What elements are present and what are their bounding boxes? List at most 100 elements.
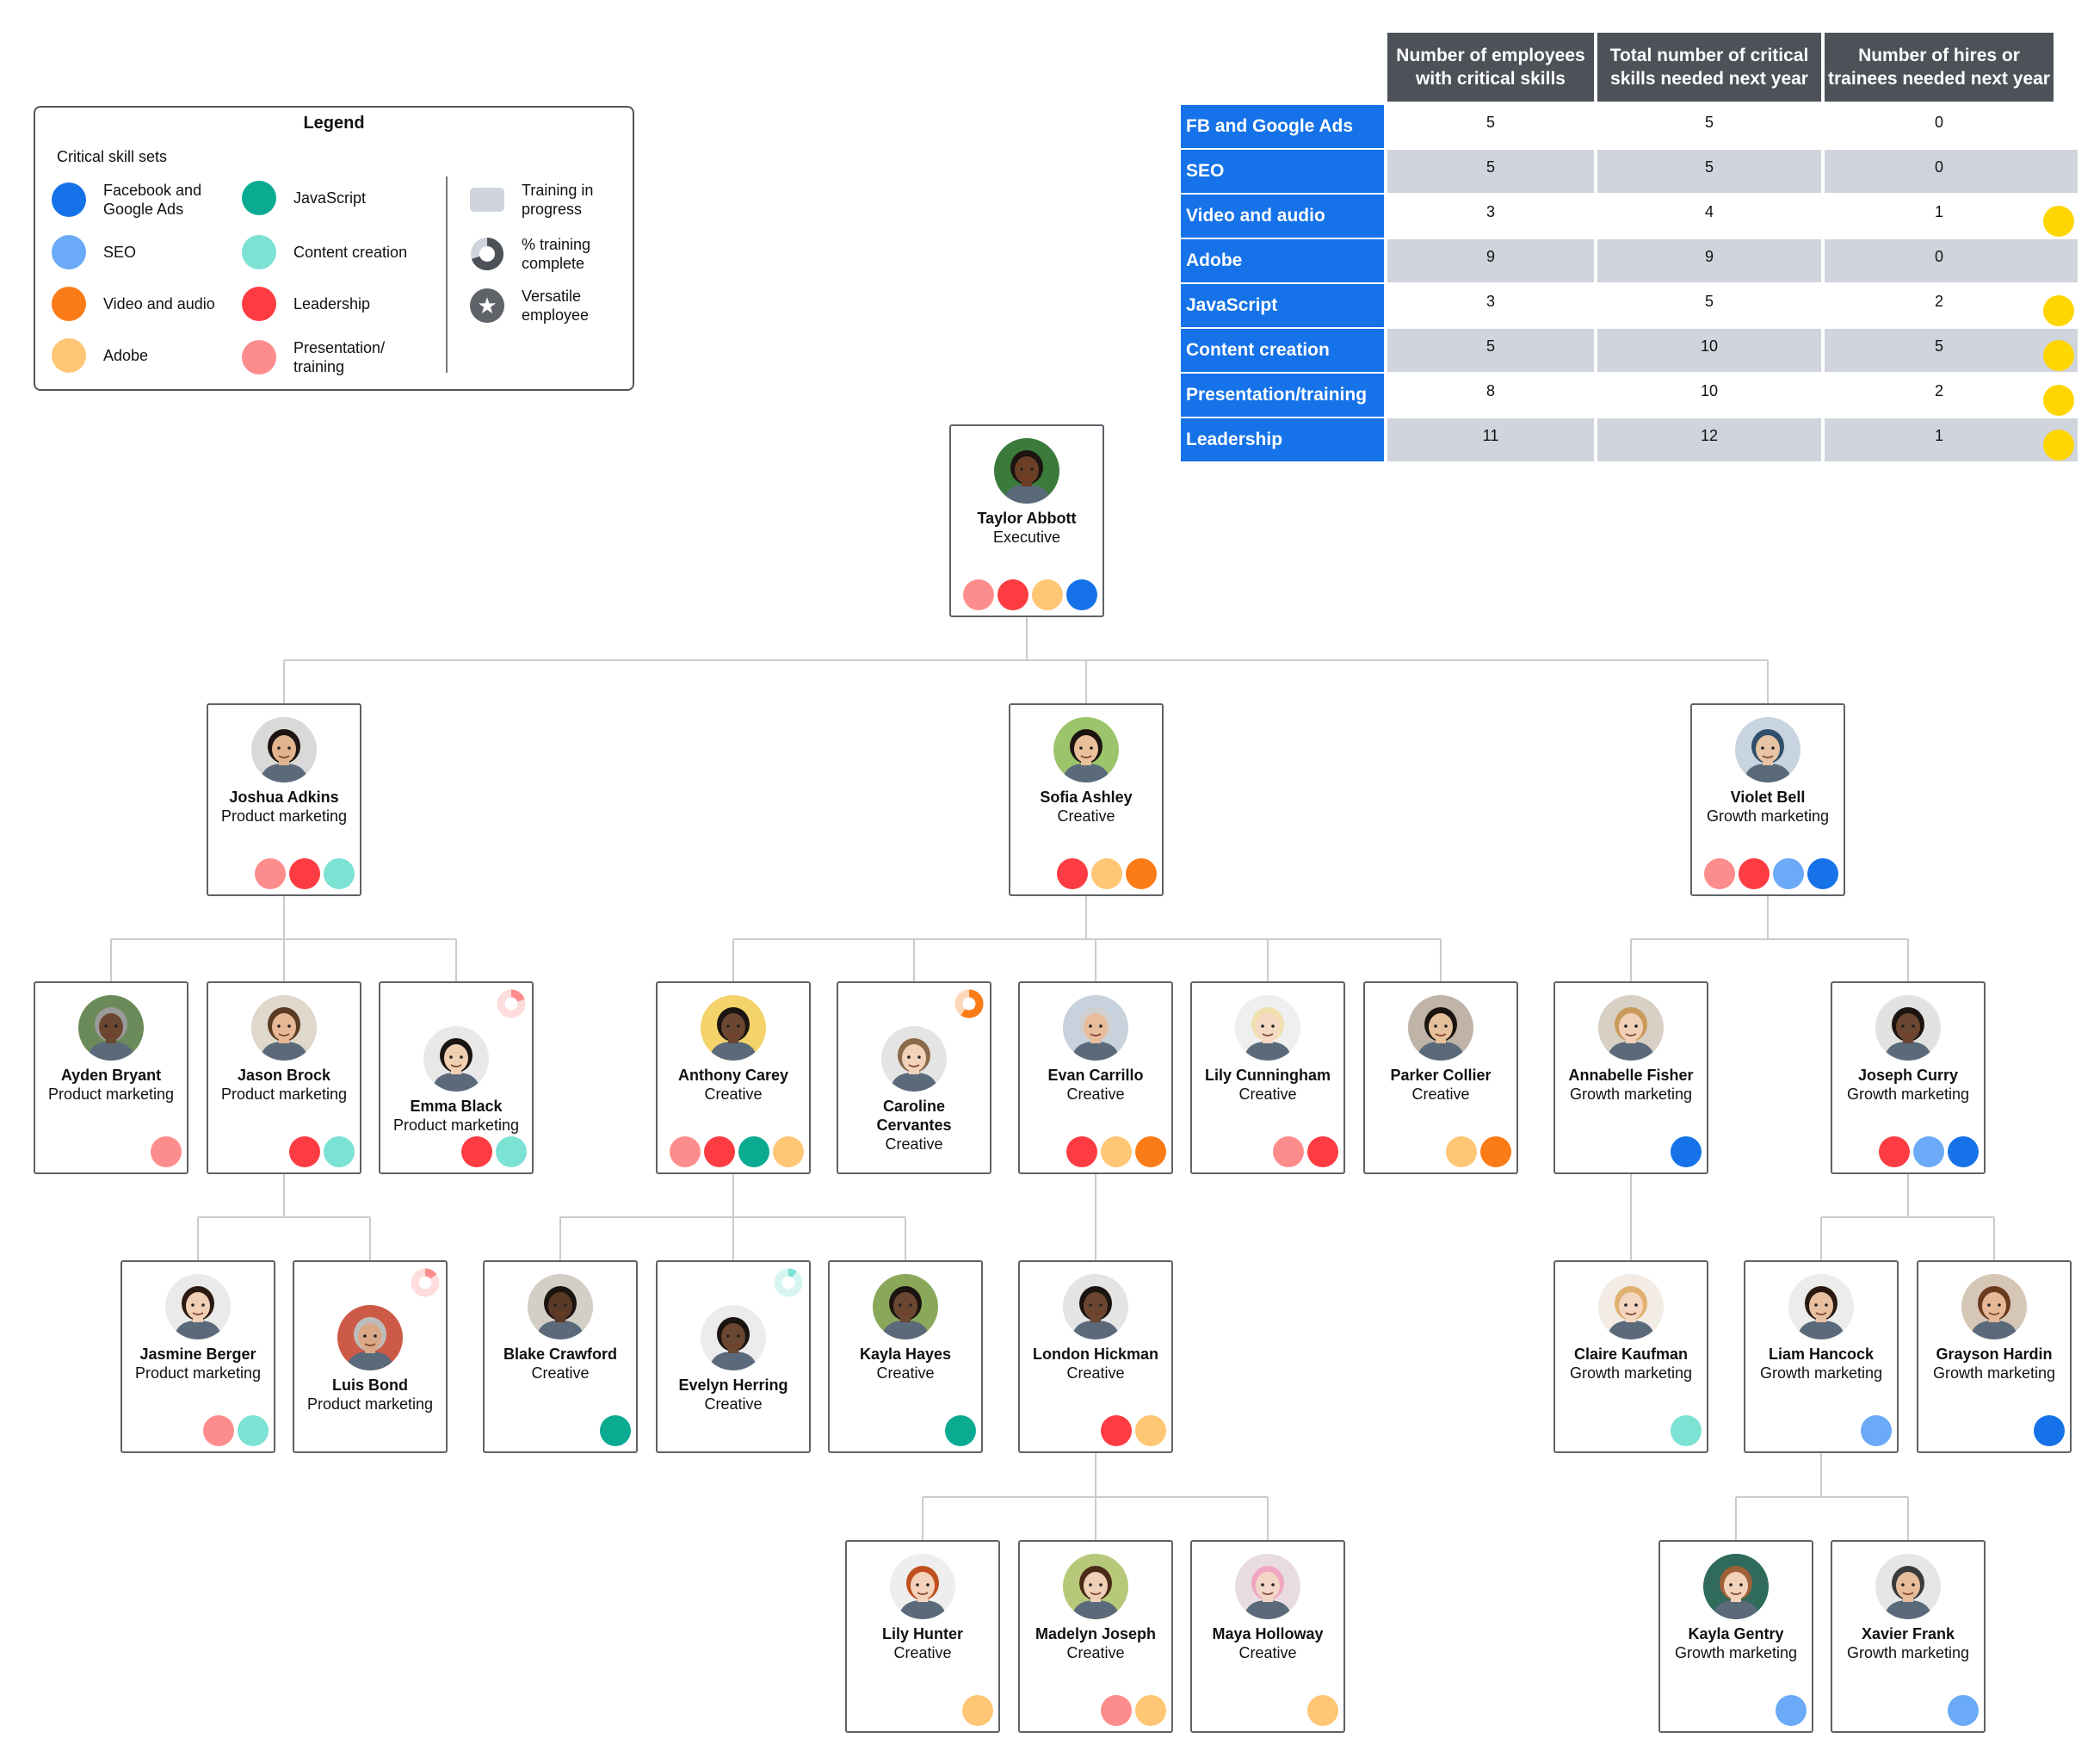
employee-card-kaylag[interactable]: Kayla Gentry Growth marketing: [1658, 1540, 1813, 1733]
employee-card-annabelle[interactable]: Annabelle Fisher Growth marketing: [1553, 981, 1708, 1174]
table-cell-employees: 9: [1387, 239, 1594, 282]
table-cell-needed: 10: [1597, 374, 1821, 417]
table-cell-employees: 5: [1387, 105, 1594, 148]
skill-dot-video: [1126, 858, 1157, 889]
employee-card-kaylah[interactable]: Kayla Hayes Creative: [828, 1260, 983, 1453]
employee-card-evelyn[interactable]: Evelyn Herring Creative: [656, 1260, 811, 1453]
skill-swatch-javascript: [242, 181, 276, 215]
employee-card-lily[interactable]: Lily Cunningham Creative: [1190, 981, 1345, 1174]
employee-card-grayson[interactable]: Grayson Hardin Growth marketing: [1917, 1260, 2072, 1453]
skill-dot-seo: [1773, 858, 1804, 889]
employee-card-luis[interactable]: Luis Bond Product marketing: [293, 1260, 448, 1453]
table-row-label: Adobe: [1181, 239, 1384, 282]
employee-name: Jasmine Berger: [139, 1345, 256, 1363]
connector-london: [922, 1453, 1269, 1540]
legend-skill-content: Content creation: [242, 235, 407, 269]
skill-dots: [458, 1136, 527, 1167]
legend-skill-label: Adobe: [103, 347, 149, 364]
skill-dots: [200, 1415, 269, 1446]
employee-name: Kayla Hayes: [859, 1345, 952, 1363]
table-cell-hires: 0: [1825, 105, 2078, 148]
connector-violet: [1630, 896, 1909, 981]
employee-card-london[interactable]: London Hickman Creative: [1018, 1260, 1173, 1453]
employee-card-violet[interactable]: Violet Bell Growth marketing: [1690, 703, 1845, 896]
employee-card-parker[interactable]: Parker Collier Creative: [1363, 981, 1518, 1174]
hire-needed-flag: [2043, 295, 2074, 326]
skill-swatch-leadership: [242, 287, 276, 321]
employee-name: Joseph Curry: [1857, 1067, 1959, 1084]
employee-card-jason[interactable]: Jason Brock Product marketing: [207, 981, 361, 1174]
connector-liam: [1735, 1453, 1909, 1540]
table-cell-needed: 4: [1597, 195, 1821, 238]
skill-dots: [251, 858, 355, 889]
table-cell-needed: 5: [1597, 284, 1821, 327]
employee-card-lilyh[interactable]: Lily Hunter Creative: [845, 1540, 1000, 1733]
legend-skill-label: JavaScript: [293, 189, 367, 207]
skill-dots: [596, 1415, 631, 1446]
avatar: [78, 995, 144, 1061]
connector-joseph: [1820, 1174, 1995, 1260]
employee-card-sofia[interactable]: Sofia Ashley Creative: [1009, 703, 1164, 896]
employee-name: Sofia Ashley: [1040, 789, 1133, 806]
employee-card-ayden[interactable]: Ayden Bryant Product marketing: [34, 981, 188, 1174]
training-in-progress-swatch: [470, 188, 504, 212]
skill-dot-fb_google: [2034, 1415, 2065, 1446]
training-progress-ring-icon: [410, 1267, 441, 1298]
table-cell-needed: 10: [1597, 329, 1821, 372]
skill-dots: [1063, 1136, 1166, 1167]
employee-role: Creative: [1066, 1644, 1125, 1661]
employee-role: Creative: [1066, 1086, 1125, 1103]
employee-card-caroline[interactable]: Caroline Cervantes Creative: [837, 981, 991, 1174]
employee-card-emma[interactable]: Emma Black Product marketing: [379, 981, 534, 1174]
skill-dot-fb_google: [1807, 858, 1838, 889]
table-cell-hires: 2: [1825, 284, 2078, 327]
avatar: [1598, 1274, 1664, 1339]
legend-skill-leadership: Leadership: [242, 287, 370, 321]
employee-role: Creative: [885, 1135, 943, 1153]
employee-card-jasmine[interactable]: Jasmine Berger Product marketing: [120, 1260, 275, 1453]
employee-name: Blake Crawford: [503, 1345, 618, 1363]
employee-card-joseph[interactable]: Joseph Curry Growth marketing: [1831, 981, 1986, 1174]
employee-card-anthony[interactable]: Anthony Carey Creative: [656, 981, 811, 1174]
skill-dots: [1097, 1415, 1166, 1446]
employee-card-liam[interactable]: Liam Hancock Growth marketing: [1744, 1260, 1899, 1453]
employee-card-blake[interactable]: Blake Crawford Creative: [483, 1260, 638, 1453]
avatar: [251, 717, 317, 783]
skill-dot-fb_google: [1066, 579, 1097, 610]
employee-card-madelyn[interactable]: Madelyn Joseph Creative: [1018, 1540, 1173, 1733]
employee-card-joshua[interactable]: Joshua Adkins Product marketing: [207, 703, 361, 896]
skill-dot-seo: [1776, 1695, 1807, 1726]
employee-name: Xavier Frank: [1861, 1625, 1955, 1642]
employee-name: Evelyn Herring: [678, 1376, 788, 1394]
skill-swatch-seo: [52, 235, 86, 269]
avatar: [1408, 995, 1473, 1061]
legend-skill-label: Content creation: [293, 244, 408, 261]
skill-dot-video: [1480, 1136, 1511, 1167]
employee-role: Product marketing: [47, 1086, 175, 1103]
connector-anthony: [559, 1174, 906, 1260]
avatar: [890, 1554, 955, 1619]
employee-card-evan[interactable]: Evan Carrillo Creative: [1018, 981, 1173, 1174]
employee-role: Creative: [531, 1364, 590, 1382]
employee-role: Creative: [893, 1644, 952, 1661]
skill-dot-adobe: [1307, 1695, 1338, 1726]
skill-dot-javascript: [738, 1136, 769, 1167]
hire-needed-flag: [2043, 340, 2074, 371]
legend-versatile: ★ Versatile employee: [470, 287, 589, 325]
employee-name: Liam Hancock: [1768, 1345, 1875, 1363]
skill-dots: [1667, 1136, 1702, 1167]
avatar: [1063, 1274, 1128, 1339]
legend-versatile-label: Versatile employee: [522, 288, 590, 324]
table-row: JavaScript 3 5 2: [1181, 284, 2078, 327]
hire-needed-flag: [2043, 206, 2074, 237]
employee-card-claire[interactable]: Claire Kaufman Growth marketing: [1553, 1260, 1708, 1453]
employee-role: Growth marketing: [1759, 1364, 1883, 1382]
avatar: [1735, 717, 1800, 783]
percent-ring-icon: [470, 237, 504, 271]
skill-dot-leadership: [1057, 858, 1088, 889]
employee-card-maya[interactable]: Maya Holloway Creative: [1190, 1540, 1345, 1733]
employee-card-xavier[interactable]: Xavier Frank Growth marketing: [1831, 1540, 1986, 1733]
employee-card-taylor[interactable]: Taylor Abbott Executive: [949, 424, 1104, 617]
avatar: [1788, 1274, 1854, 1339]
